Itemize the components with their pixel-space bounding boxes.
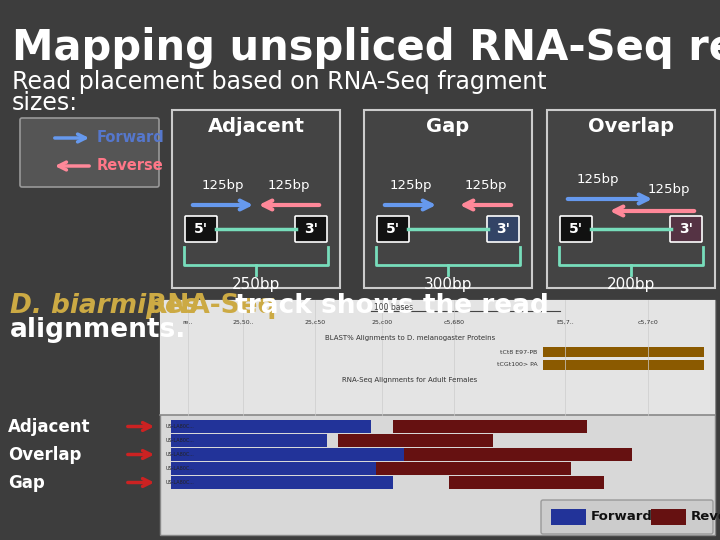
Text: Forward: Forward: [97, 131, 165, 145]
Text: RNA-Seq Alignments for Adult Females: RNA-Seq Alignments for Adult Females: [342, 377, 477, 383]
Text: Mapping unspliced RNA-Seq reads: Mapping unspliced RNA-Seq reads: [12, 27, 720, 69]
FancyBboxPatch shape: [185, 216, 217, 242]
Text: 5': 5': [194, 222, 208, 236]
Text: 200bp: 200bp: [607, 278, 655, 293]
FancyBboxPatch shape: [670, 216, 702, 242]
Text: US-LA80C...: US-LA80C...: [166, 424, 194, 429]
Text: US-LA80C...: US-LA80C...: [166, 438, 194, 443]
Bar: [547, 110, 715, 288]
Text: tCt8 E97-PB: tCt8 E97-PB: [500, 349, 537, 354]
Text: 25,c50: 25,c50: [305, 320, 326, 325]
Text: BLAST% Alignments to D. melanogaster Proteins: BLAST% Alignments to D. melanogaster Pro…: [325, 335, 495, 341]
Text: 100 bases: 100 bases: [374, 303, 413, 313]
Text: Adjacent: Adjacent: [207, 118, 305, 137]
Text: c5,7c0: c5,7c0: [638, 320, 659, 325]
Bar: [449, 476, 604, 489]
Text: Overlap: Overlap: [588, 118, 674, 137]
Bar: [651, 509, 686, 525]
Text: Overlap: Overlap: [8, 446, 81, 463]
FancyBboxPatch shape: [560, 216, 592, 242]
Text: alignments.: alignments.: [10, 317, 186, 343]
FancyBboxPatch shape: [487, 216, 519, 242]
FancyBboxPatch shape: [295, 216, 327, 242]
Text: 300bp: 300bp: [424, 278, 472, 293]
Text: 125bp: 125bp: [390, 179, 432, 192]
Text: Revers: Revers: [691, 510, 720, 523]
Text: 3': 3': [679, 222, 693, 236]
Text: Forward: Forward: [591, 510, 653, 523]
Bar: [543, 360, 704, 370]
Text: Read placement based on RNA-Seq fragment: Read placement based on RNA-Seq fragment: [12, 70, 546, 94]
Text: track shows the read: track shows the read: [226, 293, 549, 319]
Bar: [171, 448, 404, 461]
Text: re..: re..: [183, 320, 193, 325]
Bar: [160, 300, 715, 535]
Text: Gap: Gap: [426, 118, 469, 137]
Bar: [377, 462, 571, 475]
Text: 125bp: 125bp: [648, 183, 690, 195]
Bar: [551, 509, 586, 525]
Text: US-LA80C...: US-LA80C...: [166, 466, 194, 471]
Bar: [404, 448, 631, 461]
Bar: [172, 110, 340, 288]
Text: 25,c00: 25,c00: [372, 320, 392, 325]
FancyBboxPatch shape: [377, 216, 409, 242]
Text: Adjacent: Adjacent: [8, 417, 91, 435]
Bar: [171, 420, 371, 433]
Bar: [160, 300, 715, 415]
Text: US-LA80C...: US-LA80C...: [166, 480, 194, 485]
Text: RNA-Seq: RNA-Seq: [138, 293, 276, 319]
Text: 250bp: 250bp: [232, 278, 280, 293]
Text: tCGt100> PA: tCGt100> PA: [497, 362, 537, 368]
Text: 5': 5': [569, 222, 583, 236]
Bar: [171, 462, 382, 475]
Bar: [364, 110, 532, 288]
Bar: [171, 434, 326, 447]
Text: sizes:: sizes:: [12, 91, 78, 115]
Text: 125bp: 125bp: [577, 172, 619, 186]
Text: E5,7..: E5,7..: [557, 320, 574, 325]
FancyBboxPatch shape: [541, 500, 713, 534]
FancyBboxPatch shape: [20, 118, 159, 187]
Text: Reverse: Reverse: [97, 159, 163, 173]
Text: 125bp: 125bp: [464, 179, 507, 192]
Text: 5': 5': [386, 222, 400, 236]
Text: Gap: Gap: [8, 474, 45, 491]
Text: 125bp: 125bp: [268, 179, 310, 192]
Text: 25,50..: 25,50..: [233, 320, 254, 325]
Text: c5,680: c5,680: [444, 320, 464, 325]
Bar: [338, 434, 493, 447]
Bar: [543, 347, 704, 357]
Text: D. biarmipes: D. biarmipes: [10, 293, 199, 319]
Text: 125bp: 125bp: [202, 179, 244, 192]
Text: US-LA80C...: US-LA80C...: [166, 452, 194, 457]
Text: 3': 3': [496, 222, 510, 236]
Text: 3': 3': [304, 222, 318, 236]
Bar: [393, 420, 588, 433]
Bar: [171, 476, 393, 489]
